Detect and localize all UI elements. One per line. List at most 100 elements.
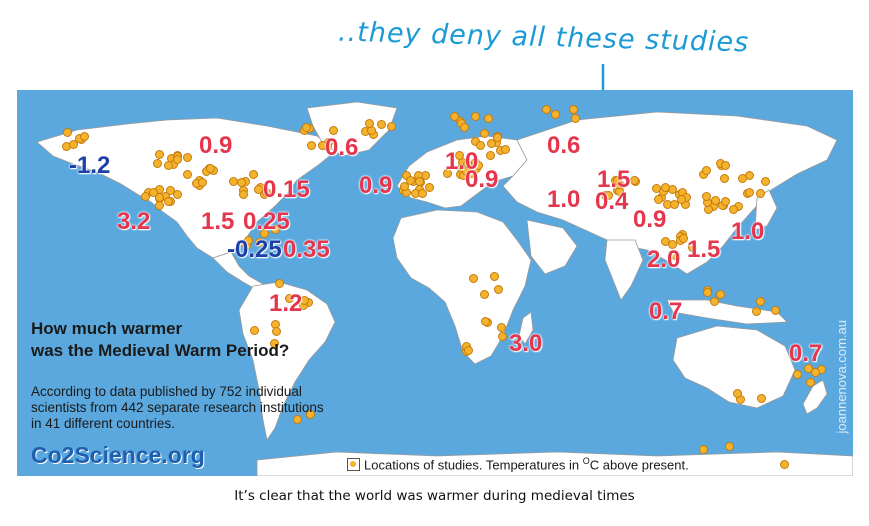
study-location-dot (688, 243, 697, 252)
study-location-dot (293, 415, 302, 424)
study-location-dot (306, 410, 315, 419)
study-location-dot (654, 195, 663, 204)
watermark: joannenova.com.au (834, 320, 849, 434)
study-location-dot (497, 323, 506, 332)
study-location-dot (377, 120, 386, 129)
study-location-dot (720, 174, 729, 183)
study-location-dot (721, 161, 730, 170)
study-location-dot (670, 200, 679, 209)
world-map: 0.9 0.6 -1.2 0.15 3.2 1.5 0.25 -0.25 0.3… (17, 90, 853, 476)
study-location-dot (300, 296, 309, 305)
temp-label-caribbean-east: 0.35 (283, 236, 330, 263)
study-location-dot (757, 394, 766, 403)
study-location-dot (166, 186, 175, 195)
study-location-dot (272, 327, 281, 336)
study-location-dot (249, 170, 258, 179)
study-location-dot (307, 141, 316, 150)
study-location-dot (542, 105, 551, 114)
study-location-dot (450, 112, 459, 121)
study-location-dot (155, 201, 164, 210)
study-location-dot (721, 197, 730, 206)
study-location-dot (183, 153, 192, 162)
temp-label-central-asia: 1.5 (597, 166, 631, 193)
south-america (238, 281, 336, 442)
temp-label-south-us: 0.25 (243, 208, 290, 235)
description: According to data published by 752 indiv… (31, 384, 371, 432)
study-location-dot (476, 141, 485, 150)
study-location-dot (155, 193, 164, 202)
study-location-dot (733, 389, 742, 398)
study-location-dot (498, 332, 507, 341)
study-location-dot (679, 234, 688, 243)
study-location-dot (501, 145, 510, 154)
temp-label-indonesia: 0.7 (649, 298, 683, 325)
study-location-dot (206, 164, 215, 173)
headline-line-1: How much warmer (31, 319, 183, 338)
temp-label-south-america: 1.2 (269, 290, 303, 317)
study-location-dot (811, 368, 820, 377)
australia (672, 325, 796, 409)
study-location-dot (69, 140, 78, 149)
study-location-dot (486, 151, 495, 160)
study-location-dot (806, 378, 815, 387)
study-location-dot (271, 225, 280, 234)
study-location-dot (661, 183, 670, 192)
study-location-dot (244, 236, 253, 245)
study-location-dot (141, 192, 150, 201)
study-location-dot (745, 188, 754, 197)
study-location-dot (254, 185, 263, 194)
temp-label-greenland: 0.6 (325, 134, 359, 161)
temp-label-russia: 0.6 (547, 132, 581, 159)
study-location-dot (365, 119, 374, 128)
study-location-dot (604, 191, 613, 200)
headline-line-2: was the Medieval Warm Period? (31, 341, 290, 360)
study-location-dot (725, 442, 734, 451)
study-location-dot (425, 183, 434, 192)
study-location-dot (275, 279, 284, 288)
study-location-dot (464, 346, 473, 355)
study-location-dot (329, 126, 338, 135)
study-location-dot (80, 132, 89, 141)
study-location-dot (729, 205, 738, 214)
study-location-dot (183, 170, 192, 179)
temp-label-central-us: 1.5 (201, 208, 235, 235)
temp-label-north-canada: 0.9 (199, 132, 233, 159)
temp-label-southern-africa: 3.0 (509, 330, 543, 357)
study-location-dot (63, 128, 72, 137)
temp-label-alaska: -1.2 (69, 152, 111, 179)
study-location-dot (702, 166, 711, 175)
study-location-dot (804, 364, 813, 373)
brand-logo: Co2Science.org (31, 442, 205, 468)
temp-label-himalaya: 0.4 (595, 188, 629, 215)
study-location-dot (239, 190, 248, 199)
study-location-dot (173, 190, 182, 199)
madagascar (518, 311, 534, 345)
temp-label-western-europe: 0.9 (359, 172, 393, 199)
study-location-dot (400, 182, 409, 191)
arabia (526, 219, 578, 275)
study-location-dot (480, 290, 489, 299)
temp-label-caribbean: -0.25 (227, 236, 282, 263)
study-location-dot (480, 129, 489, 138)
study-location-dot (699, 445, 708, 454)
study-location-dot (229, 177, 238, 186)
study-location-dot (613, 176, 622, 185)
study-location-dot (481, 317, 490, 326)
study-location-dot (490, 272, 499, 281)
central-america (212, 251, 264, 291)
study-location-dot (780, 460, 789, 469)
study-location-dot (285, 294, 294, 303)
study-location-dot (460, 123, 469, 132)
study-location-dot (302, 123, 311, 132)
study-location-dot (716, 290, 725, 299)
india (604, 239, 644, 301)
study-location-dot (571, 114, 580, 123)
study-location-dot (569, 105, 578, 114)
study-location-dot (418, 189, 427, 198)
study-location-dot (198, 178, 207, 187)
study-location-dot (756, 189, 765, 198)
caption: It’s clear that the world was warmer dur… (234, 488, 635, 504)
temp-label-east-north-america: 0.15 (263, 176, 310, 203)
study-location-dot (462, 167, 471, 176)
headline: How much warmer was the Medieval Warm Pe… (31, 318, 361, 362)
